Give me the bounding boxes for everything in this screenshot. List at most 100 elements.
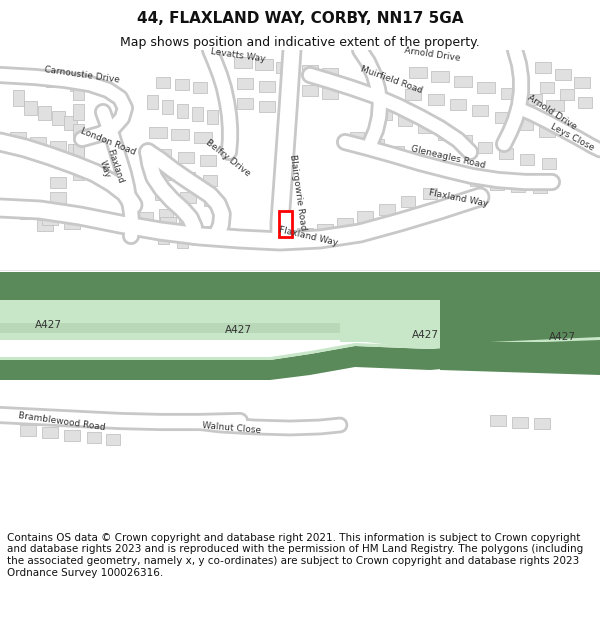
Bar	[146, 95, 157, 109]
Bar	[200, 154, 216, 166]
Bar	[50, 191, 66, 202]
Bar	[206, 110, 218, 124]
Bar	[50, 176, 66, 187]
Bar	[52, 111, 65, 125]
Text: Flaxland Way: Flaxland Way	[278, 225, 338, 247]
Bar	[428, 94, 444, 104]
Bar	[269, 234, 285, 244]
Bar	[297, 228, 313, 239]
Bar	[317, 224, 333, 234]
Text: Contains OS data © Crown copyright and database right 2021. This information is : Contains OS data © Crown copyright and d…	[7, 533, 583, 578]
Bar	[20, 208, 36, 219]
Bar	[160, 216, 176, 227]
Bar	[454, 76, 472, 86]
Bar	[357, 211, 373, 221]
Polygon shape	[340, 300, 440, 342]
Bar	[255, 59, 273, 69]
Bar	[370, 139, 384, 149]
Bar	[73, 104, 83, 120]
Bar	[512, 416, 528, 428]
Bar	[73, 164, 83, 180]
Bar	[409, 66, 427, 78]
Text: Arnold Drive: Arnold Drive	[526, 93, 578, 131]
Bar	[511, 181, 525, 191]
Bar	[438, 129, 452, 139]
Bar	[194, 131, 212, 142]
Bar	[450, 99, 466, 109]
Bar	[280, 84, 296, 94]
Bar	[159, 169, 173, 179]
Bar	[149, 126, 167, 138]
Bar	[157, 230, 169, 244]
Bar	[106, 434, 120, 444]
Bar	[139, 211, 153, 222]
Bar	[180, 191, 196, 202]
Bar	[73, 84, 83, 100]
Polygon shape	[440, 342, 600, 375]
Polygon shape	[0, 50, 600, 270]
Bar	[540, 81, 554, 92]
Bar	[73, 124, 83, 140]
Bar	[204, 226, 220, 236]
Bar	[226, 229, 242, 239]
Bar	[539, 126, 555, 136]
Bar	[322, 88, 338, 99]
Text: Leys Close: Leys Close	[548, 122, 595, 152]
Bar	[159, 209, 173, 219]
Bar	[578, 96, 592, 108]
Bar	[560, 89, 574, 99]
Bar	[350, 131, 364, 142]
Bar	[398, 114, 412, 126]
Text: Gleneagles Road: Gleneagles Road	[410, 144, 486, 170]
Bar	[470, 174, 484, 186]
Bar	[401, 196, 415, 206]
Bar	[337, 217, 353, 229]
Bar	[50, 141, 66, 151]
Bar	[490, 414, 506, 426]
Bar	[517, 119, 533, 129]
Bar	[37, 106, 50, 120]
Bar	[472, 104, 488, 116]
Text: A427: A427	[412, 330, 439, 340]
Bar	[259, 81, 275, 91]
Bar	[176, 234, 187, 248]
Bar	[87, 431, 101, 442]
Bar	[276, 61, 294, 72]
Bar	[405, 89, 421, 99]
Bar	[499, 148, 513, 159]
Bar	[176, 104, 187, 118]
Bar	[574, 76, 590, 88]
Polygon shape	[0, 270, 600, 307]
Bar	[390, 146, 404, 156]
Text: Carnoustie Drive: Carnoustie Drive	[44, 65, 120, 85]
Bar	[175, 79, 189, 89]
Bar	[478, 141, 492, 152]
Bar	[546, 99, 564, 111]
Bar	[0, 250, 600, 272]
Bar	[501, 88, 519, 99]
Text: Arnold Drive: Arnold Drive	[403, 46, 461, 63]
Bar	[302, 84, 318, 96]
Bar	[302, 64, 318, 76]
Bar	[535, 61, 551, 72]
Bar	[234, 56, 252, 68]
Text: London Road: London Road	[79, 127, 137, 157]
Text: Flaxland
Way: Flaxland Way	[95, 148, 125, 188]
Bar	[542, 158, 556, 169]
Bar	[37, 204, 53, 216]
Bar	[237, 78, 253, 89]
Bar	[237, 98, 253, 109]
Bar	[533, 181, 547, 192]
Bar	[555, 69, 571, 79]
Bar	[458, 134, 472, 146]
Bar	[182, 221, 198, 232]
Text: Flaxland Way: Flaxland Way	[428, 188, 488, 208]
Bar	[17, 72, 39, 84]
Bar	[204, 194, 220, 206]
Bar	[378, 109, 392, 119]
Bar	[64, 414, 80, 424]
Bar	[37, 219, 53, 231]
Bar	[179, 211, 193, 222]
Polygon shape	[0, 270, 600, 530]
Bar	[161, 100, 173, 114]
